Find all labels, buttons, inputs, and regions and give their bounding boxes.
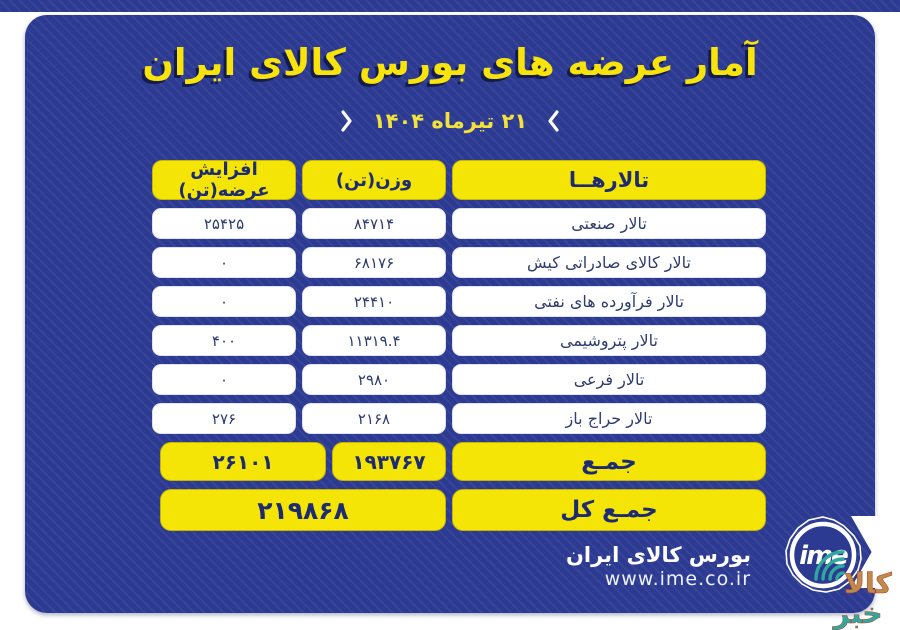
date-label: ۲۱ تیرماه ۱۴۰۴ [372, 109, 528, 133]
table-row: تالار فرعی ۲۹۸۰ ۰ [152, 364, 766, 395]
increase-value: ۰ [152, 364, 296, 395]
weight-value: ۱۱۳۱۹.۴ [302, 325, 446, 356]
table-row: تالار صنعتی ۸۴۷۱۴ ۲۵۴۲۵ [152, 208, 766, 239]
weight-value: ۲۹۸۰ [302, 364, 446, 395]
column-header-increase: افزایش عرضه(تن) [152, 159, 296, 201]
column-header-weight: وزن(تن) [302, 160, 446, 200]
grand-total-row: جمـع کل ۲۱۹۸۶۸ [152, 489, 766, 531]
kalakhabar-watermark-icon: کالا خبر [814, 550, 893, 630]
increase-value: ۰ [152, 286, 296, 317]
watermark-word-bottom: خبر [831, 597, 882, 630]
increase-value: ۲۷۶ [152, 403, 296, 434]
increase-value: ۰ [152, 247, 296, 278]
table-row: تالار فرآورده های نفتی ۲۴۴۱۰ ۰ [152, 286, 766, 317]
table-header-row: تالارهــا وزن(تن) افزایش عرضه(تن) [152, 159, 766, 201]
total-row: جمـع ۱۹۳۷۶۷ ۲۶۱۰۱ [152, 442, 766, 481]
table-row: تالار حراج باز ۲۱۶۸ ۲۷۶ [152, 403, 766, 434]
hall-name: تالار صنعتی [452, 208, 766, 239]
table-row: تالار کالای صادراتی کیش ۶۸۱۷۶ ۰ [152, 247, 766, 278]
weight-value: ۶۸۱۷۶ [302, 247, 446, 278]
chevron-right-icon [341, 110, 352, 132]
hall-name: تالار فرعی [452, 364, 766, 395]
weight-value: ۸۴۷۱۴ [302, 208, 446, 239]
grand-total-value: ۲۱۹۸۶۸ [160, 489, 446, 531]
hall-name: تالار فرآورده های نفتی [452, 286, 766, 317]
org-name: بورس کالای ایران [566, 543, 751, 567]
column-header-halls: تالارهــا [452, 160, 766, 200]
top-edge-strip [0, 0, 900, 12]
website-url: www.ime.co.ir [604, 568, 751, 591]
increase-value: ۲۵۴۲۵ [152, 208, 296, 239]
total-label: جمـع [452, 442, 766, 481]
footer-text-block: بورس کالای ایران www.ime.co.ir [566, 543, 751, 591]
total-increase-value: ۲۶۱۰۱ [160, 442, 326, 481]
chevron-left-icon [548, 110, 559, 132]
table-row: تالار پتروشیمی ۱۱۳۱۹.۴ ۴۰۰ [152, 325, 766, 356]
page-title: آمار عرضه های بورس کالای ایران [142, 41, 758, 84]
hall-name: تالار حراج باز [452, 403, 766, 434]
increase-value: ۴۰۰ [152, 325, 296, 356]
total-weight-value: ۱۹۳۷۶۷ [332, 442, 446, 481]
watermark-word-top: کالا [844, 567, 892, 600]
date-row: ۲۱ تیرماه ۱۴۰۴ [25, 109, 875, 133]
weight-value: ۲۴۴۱۰ [302, 286, 446, 317]
weight-value: ۲۱۶۸ [302, 403, 446, 434]
hall-name: تالار کالای صادراتی کیش [452, 247, 766, 278]
hall-name: تالار پتروشیمی [452, 325, 766, 356]
grand-total-label: جمـع کل [452, 489, 766, 531]
main-panel: آمار عرضه های بورس کالای ایران ۲۱ تیرماه… [25, 15, 875, 613]
supply-table: تالارهــا وزن(تن) افزایش عرضه(تن) تالار … [152, 159, 766, 531]
